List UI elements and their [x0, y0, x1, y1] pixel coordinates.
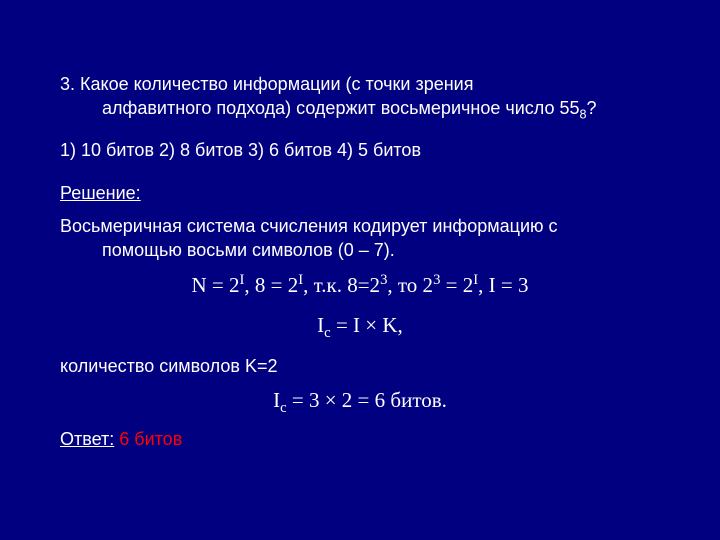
answer-value: 6 битов	[114, 429, 182, 449]
formula-3: Ic = 3 × 2 = 6 битов.	[60, 386, 660, 419]
formula-2: Ic = I × K,	[60, 311, 660, 344]
formula-1: N = 2I, 8 = 2I, т.к. 8=23, то 23 = 2I, I…	[60, 270, 660, 300]
answer-options: 1) 10 битов 2) 8 битов 3) 6 битов 4) 5 б…	[60, 140, 660, 161]
question-text: 3. Какое количество информации (с точки …	[60, 72, 660, 124]
solution-heading: Решение:	[60, 183, 660, 204]
solution-paragraph-2: количество символов K=2	[60, 354, 660, 378]
answer-line: Ответ: 6 битов	[60, 429, 660, 450]
question-line2: алфавитного подхода) содержит восьмеричн…	[60, 96, 660, 124]
answer-label: Ответ:	[60, 429, 114, 449]
question-line1: 3. Какое количество информации (с точки …	[60, 74, 473, 94]
solution-paragraph-1: Восьмеричная система счисления кодирует …	[60, 214, 660, 263]
slide: 3. Какое количество информации (с точки …	[0, 0, 720, 540]
